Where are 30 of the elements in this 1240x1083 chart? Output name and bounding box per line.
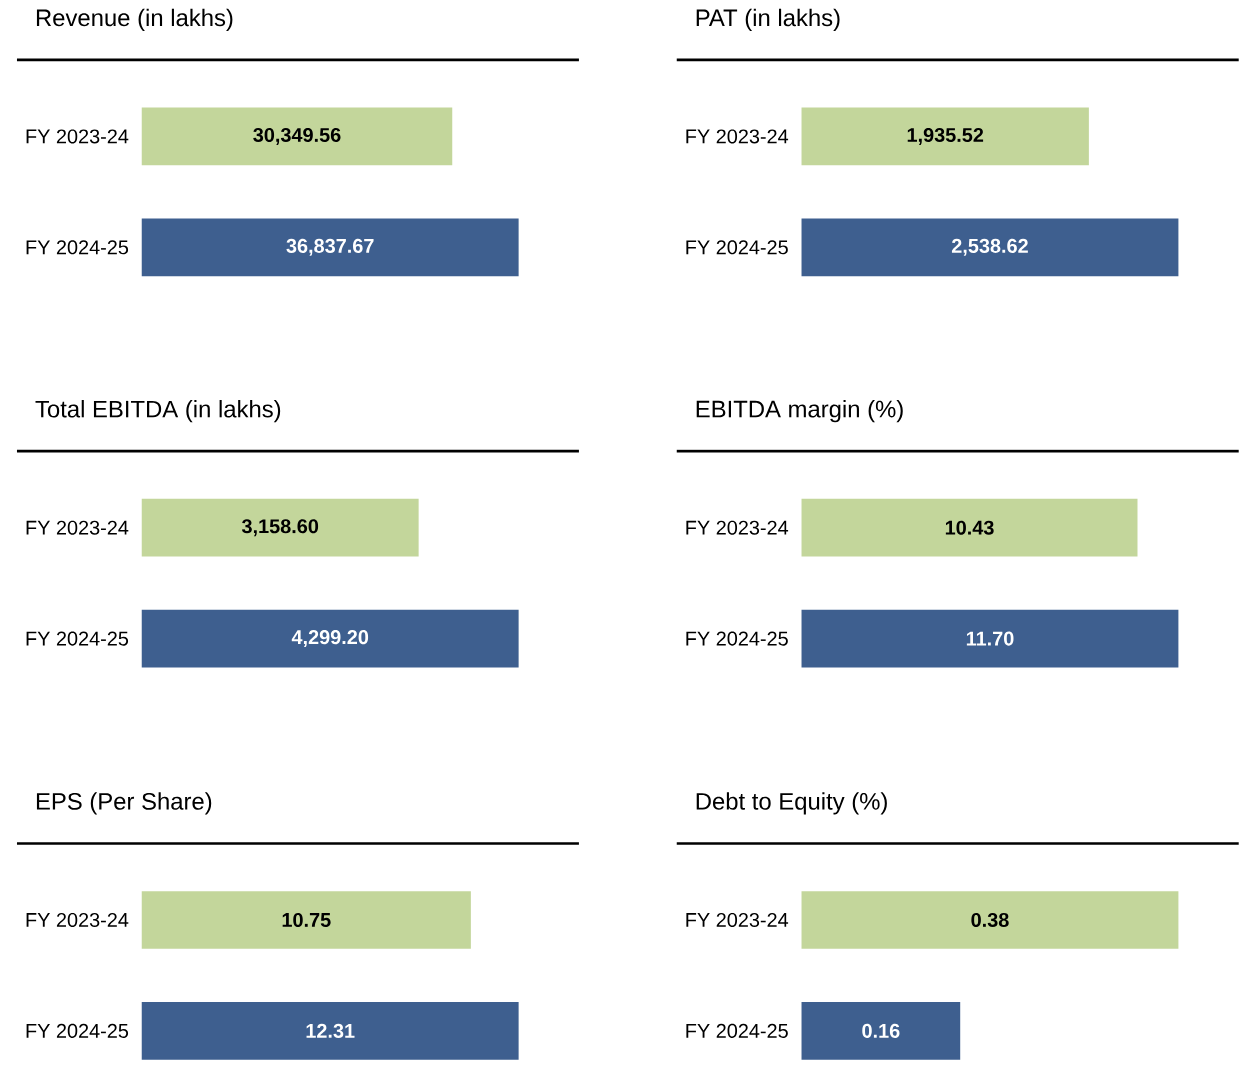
- data-label: 2,538.62: [951, 238, 1028, 256]
- y-tick-label: FY 2024-25: [686, 631, 788, 646]
- chart-title: EBITDA margin (%): [696, 400, 903, 423]
- data-label: 3,158.60: [241, 519, 319, 537]
- chart-title: Revenue (in lakhs): [36, 8, 233, 31]
- chart-title: Total EBITDA (in lakhs): [35, 400, 281, 423]
- chart-title: EPS (Per Share): [36, 792, 212, 815]
- data-label: 36,837.67: [286, 238, 374, 256]
- y-tick-label: FY 2023-24: [26, 129, 129, 144]
- data-label: 10.75: [282, 912, 331, 927]
- y-tick-label: FY 2023-24: [686, 912, 789, 927]
- data-label: 30,349.56: [253, 127, 341, 145]
- data-label: 4,299.20: [291, 630, 369, 648]
- y-tick-label: FY 2023-24: [26, 912, 129, 927]
- y-tick-label: FY 2023-24: [686, 129, 789, 144]
- data-label: 0.16: [862, 1023, 900, 1038]
- chart-title: PAT (in lakhs): [696, 8, 840, 31]
- y-tick-label: FY 2024-25: [26, 631, 129, 646]
- data-label: 10.43: [945, 520, 994, 535]
- y-tick-label: FY 2023-24: [26, 520, 129, 535]
- y-tick-label: FY 2024-25: [26, 1023, 129, 1038]
- chart-title: Debt to Equity (%): [696, 792, 887, 815]
- y-tick-label: FY 2023-24: [686, 520, 789, 535]
- y-tick-label: FY 2024-25: [686, 240, 788, 255]
- data-label: 11.70: [966, 631, 1014, 646]
- data-label: 1,935.52: [907, 127, 984, 145]
- y-tick-label: FY 2024-25: [686, 1023, 788, 1038]
- y-tick-label: FY 2024-25: [26, 240, 129, 255]
- data-label: 0.38: [971, 912, 1009, 928]
- data-label: 12.31: [306, 1023, 355, 1038]
